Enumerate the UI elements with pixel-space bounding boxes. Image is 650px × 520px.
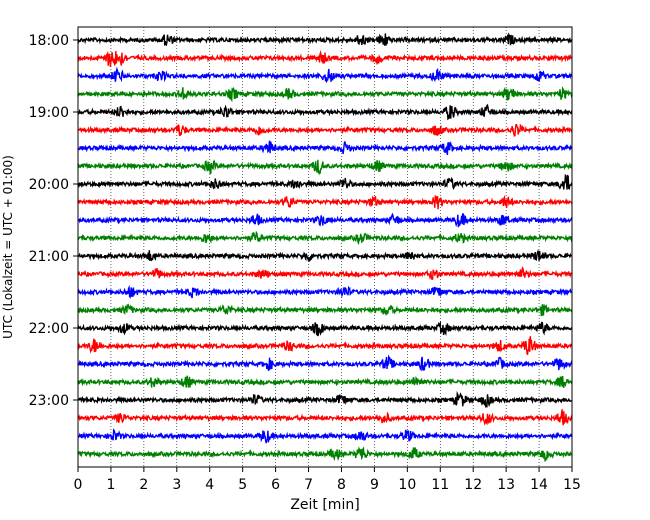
trace-2030 [77,212,573,228]
trace-1800 [77,32,573,47]
trace-2200 [77,320,573,337]
y-tick-label: 22:00 [29,321,69,337]
x-tick-label: 1 [106,477,115,493]
y-tick-label: 19:00 [29,105,69,121]
x-tick-label: 9 [370,477,379,493]
plot-frame [77,26,573,468]
x-tick-label: 6 [271,477,280,493]
x-axis: 0 1 2 3 4 5 6 7 8 9 10 11 12 13 14 15 [74,467,581,493]
trace-1915 [77,123,573,137]
trace-2215 [77,336,573,356]
trace-2345 [77,446,573,462]
x-tick-label: 2 [139,477,148,493]
x-axis-label: Zeit [min] [290,497,359,513]
trace-1930 [77,140,573,156]
x-tick-label: 14 [530,477,548,493]
y-axis-label: UTC (Lokalzeit = UTC + 01:00) [1,155,15,339]
trace-2315 [77,409,573,426]
trace-1815 [77,49,573,68]
seismic-traces [77,32,573,462]
x-tick-label: 5 [238,477,247,493]
grid-lines [110,27,540,467]
y-axis: 18:00 19:00 20:00 21:00 22:00 23:00 [29,33,78,409]
trace-2300 [77,390,573,408]
trace-2145 [77,303,573,317]
x-tick-label: 12 [464,477,482,493]
y-tick-label: 20:00 [29,177,69,193]
x-tick-label: 0 [74,477,83,493]
x-tick-label: 13 [497,477,515,493]
trace-2000 [77,173,573,191]
x-tick-label: 3 [172,477,181,493]
trace-1845 [77,85,573,103]
trace-2245 [77,375,573,388]
y-tick-label: 23:00 [29,393,69,409]
x-tick-label: 11 [431,477,449,493]
x-tick-label: 15 [563,477,581,493]
trace-2230 [77,354,573,372]
x-tick-label: 8 [337,477,346,493]
trace-2015 [77,194,573,210]
x-tick-label: 7 [304,477,313,493]
x-tick-label: 10 [398,477,416,493]
x-tick-label: 4 [205,477,214,493]
y-tick-label: 21:00 [29,249,69,265]
trace-2115 [77,265,573,280]
y-tick-label: 18:00 [29,33,69,49]
trace-2100 [77,249,573,262]
trace-2330 [77,428,573,444]
trace-1900 [77,103,573,121]
trace-1830 [77,66,573,84]
trace-1945 [77,159,573,176]
trace-2045 [77,230,573,246]
trace-2130 [77,284,573,299]
